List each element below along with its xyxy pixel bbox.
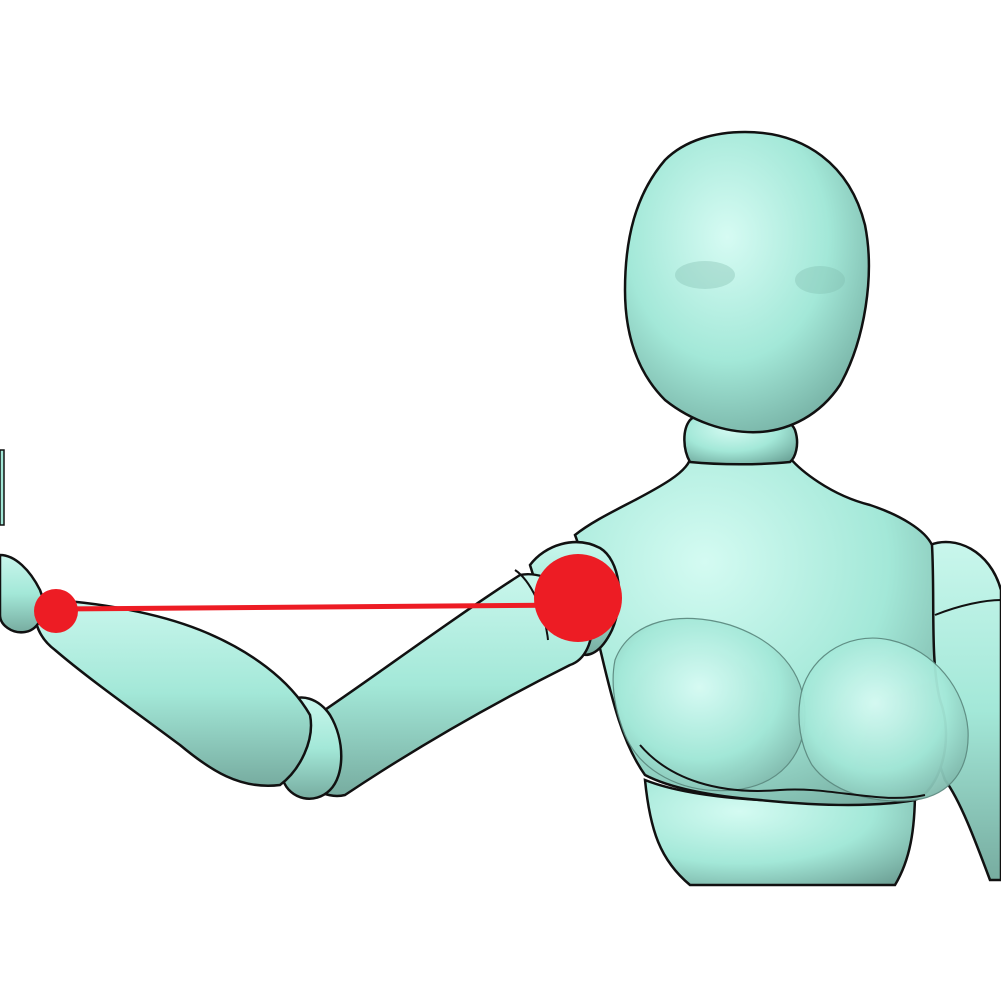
chest-right <box>798 637 969 802</box>
ik-overlay[interactable] <box>34 554 622 642</box>
wrist-joint-handle[interactable] <box>34 589 78 633</box>
forearm[interactable] <box>33 598 313 788</box>
chest-left <box>612 617 806 792</box>
shoulder-joint-handle[interactable] <box>534 554 622 642</box>
arm-chain-line <box>55 602 579 612</box>
head[interactable] <box>623 130 871 434</box>
face-shade-2 <box>795 266 845 294</box>
face-shade <box>675 261 735 289</box>
